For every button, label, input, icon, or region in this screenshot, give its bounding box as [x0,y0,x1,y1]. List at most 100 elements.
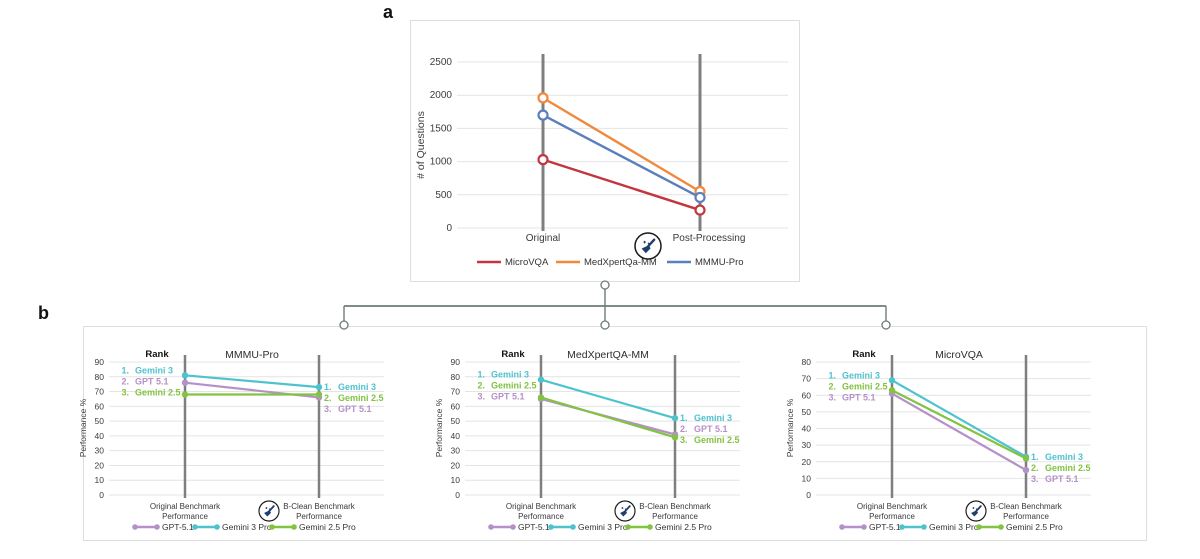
data-point-gemini-2-5-pro [888,387,896,394]
data-point-mmmu-pro [694,191,706,204]
legend-dot [132,524,138,530]
y-tick-label: 70 [95,387,105,397]
rank-header: Rank [145,349,169,360]
broom-handle [624,505,631,513]
y-axis-title: # of Questions [415,111,427,179]
data-point-gemini-2-5-pro [181,391,189,398]
category-label: B-Clean Benchmark [990,502,1063,511]
legend-dot [861,524,867,530]
data-point-gemini-3-pro [671,414,679,422]
legend-dot [154,524,160,530]
data-point-gpt-5-1 [181,379,189,386]
legend-dot [488,524,494,530]
data-point-gemini-2-5-pro [315,391,323,398]
y-tick-label: 90 [451,357,461,367]
y-tick-label: 0 [455,490,460,500]
broom-head [620,510,627,517]
category-label: Original [526,233,560,244]
rank-number-right: 1. [1031,452,1039,462]
panel-b-label: b [38,303,49,323]
y-tick-label: 50 [95,416,105,426]
y-tick-label: 80 [451,372,461,382]
category-label: B-Clean Benchmark [283,502,356,511]
data-point-microvqa [537,154,549,166]
category-label: Performance [869,512,915,521]
legend-dot [570,524,576,530]
y-tick-label: 80 [95,372,105,382]
y-tick-label: 2500 [430,57,453,68]
y-tick-label: 0 [446,223,452,234]
rank-label-left: Gemini 2.5 [135,387,181,397]
rank-label-right: Gemini 3 [694,413,732,423]
data-point-gpt-5-1 [1022,466,1030,474]
data-point-mmmu-pro [537,109,549,121]
category-label: Original Benchmark [857,502,928,511]
rank-label-left: Gemini 3 [842,370,880,380]
panel-b-chart-microvqa: 0 10 20 30 40 50 60 70 80 Performance % MicroVQA Ra… [785,349,1091,532]
broom-head [264,510,271,517]
series-line-medxpertqa-mm [542,96,701,193]
category-label: Original Benchmark [150,502,221,511]
broom-sparkles-icon [614,500,636,522]
broom-sparkles-icon [258,500,280,522]
legend-label-gemini-2-5-pro: Gemini 2.5 Pro [1006,522,1063,532]
broom-handle [268,505,275,513]
rank-number-right: 1. [324,382,332,392]
legend-label-gemini-2-5-pro: Gemini 2.5 Pro [655,522,712,532]
connector-node [600,280,610,290]
category-label: Performance [652,512,698,521]
legend-dot [192,524,198,530]
rank-label-right: Gemini 3 [338,382,376,392]
y-tick-label: 40 [802,424,812,434]
category-label: Original Benchmark [506,502,577,511]
rank-number-right: 1. [680,413,688,423]
broom-handle [975,505,982,513]
y-tick-label: 90 [95,357,105,367]
broom-sparkles-icon [634,232,662,260]
rank-number-left: 1. [477,370,485,380]
y-axis-title: Performance % [785,398,795,457]
y-tick-label: 1500 [430,123,453,134]
legend-dot [647,524,653,530]
performance-chart-medxpertqa-mm: 0 10 20 30 40 50 60 70 80 90 Performance % MedXpert… [434,340,764,548]
rank-number-left: 1. [828,370,836,380]
legend-label-gemini-3-pro: Gemini 3 Pro [578,522,628,532]
rank-number-right: 3. [324,404,332,414]
rank-number-right: 2. [324,393,332,403]
legend-dot [291,524,297,530]
rank-number-right: 2. [1031,463,1039,473]
rank-label-right: GPT 5.1 [338,404,372,414]
legend-label-medxpertqa-mm: MedXpertQa-MM [584,257,657,268]
rank-number-left: 2. [121,376,129,386]
panel-a-box [410,20,800,282]
data-point-gemini-2-5-pro [1022,455,1030,462]
data-point-gemini-2-5-pro [671,434,679,441]
legend-dot [625,524,631,530]
legend-dot [548,524,554,530]
series-line-microvqa [542,158,701,212]
y-tick-label: 50 [802,407,812,417]
rank-number-left: 2. [477,381,485,391]
y-tick-label: 20 [802,457,812,467]
rank-number-left: 2. [828,381,836,391]
legend-label-gemini-2-5-pro: Gemini 2.5 Pro [299,522,356,532]
y-tick-label: 80 [802,357,812,367]
rank-number-left: 3. [828,392,836,402]
data-point-gemini-3-pro [315,383,323,391]
category-label: Performance [1003,512,1049,521]
series-line-gemini-3-pro [891,379,1027,458]
y-tick-label: 20 [95,460,105,470]
broom-handle [647,238,656,248]
y-tick-label: 10 [451,475,461,485]
chart-title: MMMU-Pro [225,349,279,361]
broom-sparkles-icon [965,500,987,522]
category-label: Performance [162,512,208,521]
panel-a-chart: 0 500 1000 1500 2000 2500 # of Questions Origin… [415,54,788,268]
performance-chart-microvqa: 0 10 20 30 40 50 60 70 80 Performance % MicroVQA Ra… [785,340,1115,548]
y-tick-label: 0 [806,490,811,500]
rank-label-left: Gemini 2.5 [491,381,537,391]
rank-label-left: GPT 5.1 [491,392,525,402]
legend-label-gpt-5-1: GPT-5.1 [162,522,194,532]
legend-label-microvqa: MicroVQA [505,257,549,268]
y-tick-label: 10 [802,473,812,483]
